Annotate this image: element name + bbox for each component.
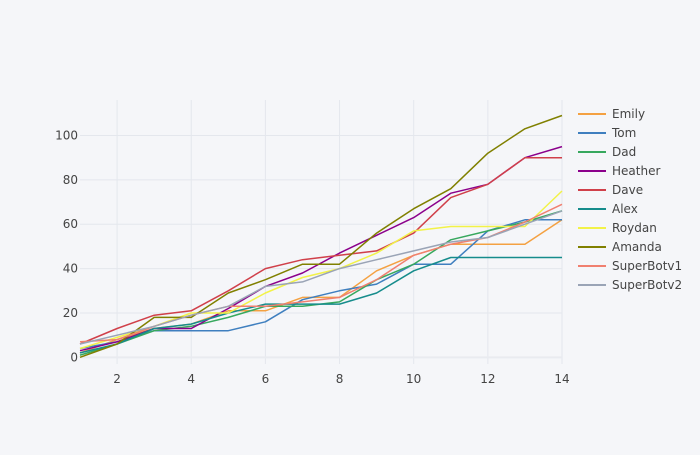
y-tick-label: 40 [63, 262, 78, 276]
legend[interactable]: Emily Tom Dad Heather Dave Alex Roydan Amanda Su… [578, 107, 682, 292]
series-line-superbotv2[interactable] [79, 210, 563, 345]
legend-label: Heather [612, 164, 660, 178]
x-tick-label: 4 [187, 372, 195, 386]
legend-label: Emily [612, 107, 645, 121]
gridlines [80, 100, 563, 364]
legend-item-dave[interactable]: Dave [578, 183, 643, 197]
legend-item-superbotv1[interactable]: SuperBotv1 [578, 259, 682, 273]
legend-item-dad[interactable]: Dad [578, 145, 636, 159]
legend-label: Amanda [612, 240, 662, 254]
legend-label: Tom [611, 126, 636, 140]
legend-item-heather[interactable]: Heather [578, 164, 660, 178]
axis-tick-labels: 2 4 6 8 10 12 14 0 20 40 60 80 100 [55, 128, 570, 386]
y-tick-label: 80 [63, 173, 78, 187]
legend-item-amanda[interactable]: Amanda [578, 240, 662, 254]
x-tick-label: 2 [113, 372, 121, 386]
x-tick-label: 6 [262, 372, 270, 386]
legend-label: SuperBotv1 [612, 259, 682, 273]
y-tick-label: 60 [63, 217, 78, 231]
x-tick-label: 8 [336, 372, 344, 386]
legend-label: Roydan [612, 221, 657, 235]
x-tick-label: 12 [480, 372, 495, 386]
x-tick-label: 14 [554, 372, 569, 386]
y-tick-label: 0 [70, 350, 78, 364]
series-line-amanda[interactable] [79, 114, 563, 359]
legend-label: Dave [612, 183, 643, 197]
legend-item-tom[interactable]: Tom [578, 126, 636, 140]
legend-item-emily[interactable]: Emily [578, 107, 645, 121]
y-tick-label: 20 [63, 306, 78, 320]
legend-label: SuperBotv2 [612, 278, 682, 292]
legend-label: Dad [612, 145, 636, 159]
series-line-alex[interactable] [79, 256, 562, 354]
series-line-dave[interactable] [79, 156, 562, 345]
x-tick-label: 10 [406, 372, 421, 386]
legend-item-superbotv2[interactable]: SuperBotv2 [578, 278, 682, 292]
legend-label: Alex [612, 202, 638, 216]
series-lines [79, 114, 563, 359]
plot-area [80, 100, 562, 364]
legend-item-alex[interactable]: Alex [578, 202, 638, 216]
y-tick-label: 100 [55, 128, 78, 142]
legend-item-roydan[interactable]: Roydan [578, 221, 657, 235]
